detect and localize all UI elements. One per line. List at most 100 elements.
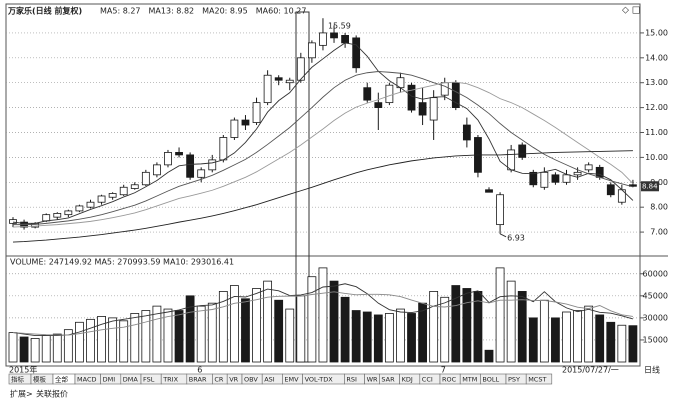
tab[interactable]: EMV: [284, 376, 299, 384]
tab[interactable]: ROC: [442, 376, 457, 384]
ma-line: [13, 71, 634, 226]
volume-bar: [119, 320, 129, 363]
volume-bar: [63, 329, 73, 363]
bottom-tab[interactable]: 扩展>: [10, 389, 33, 399]
candle-body: [518, 144, 527, 158]
tab[interactable]: MTM: [462, 376, 477, 384]
volume-bar: [396, 308, 405, 363]
icons[interactable]: ◇ □: [622, 6, 640, 16]
candle-body: [407, 84, 416, 111]
candle-body: [130, 184, 139, 189]
tab[interactable]: VR: [229, 376, 238, 384]
candle-body: [330, 32, 338, 39]
tab[interactable]: MCST: [528, 376, 546, 384]
y-tick-label: 15000: [643, 335, 668, 344]
volume-bar: [75, 321, 84, 363]
price-tag: [641, 181, 659, 192]
volume-bar: [362, 311, 372, 363]
candle-body: [429, 97, 438, 121]
y-tick-label: 13.00: [645, 78, 668, 87]
volume-bar: [606, 321, 616, 363]
tab[interactable]: KDJ: [402, 376, 413, 384]
ma-header: MA5: 8.27: [100, 7, 141, 16]
volume-bar: [407, 313, 416, 363]
tab[interactable]: SAR: [381, 376, 395, 384]
candle-body: [164, 152, 172, 166]
tab[interactable]: FSL: [143, 376, 155, 384]
tab[interactable]: 全部: [55, 375, 69, 384]
volume-bar: [108, 317, 118, 363]
y-tick-label: 14.00: [645, 53, 668, 62]
volume-bar: [207, 302, 217, 363]
tab-box[interactable]: [525, 373, 553, 385]
volume-bar: [584, 305, 594, 363]
volume-bar: [551, 317, 560, 363]
y-tick-label: 45000: [643, 291, 668, 300]
candle-body: [230, 119, 239, 138]
tab[interactable]: TRIX: [162, 376, 178, 384]
candle-body: [197, 169, 206, 178]
volume-title: VOLUME: 247149.92 MA5: 270993.59 MA10: 2…: [10, 258, 234, 267]
tab[interactable]: PSY: [508, 376, 520, 384]
tab[interactable]: CR: [214, 376, 224, 384]
candle-body: [573, 171, 582, 176]
tab[interactable]: DMI: [103, 376, 116, 384]
volume-bar: [218, 291, 228, 363]
ma-line: [12, 150, 633, 243]
volume-bar: [451, 285, 461, 363]
tab[interactable]: CCI: [422, 376, 433, 384]
candle-body: [241, 119, 250, 126]
candle-body: [462, 124, 471, 141]
y-tick-label: 60000: [643, 269, 668, 278]
tab[interactable]: WR: [367, 376, 378, 384]
volume-bar: [8, 332, 18, 363]
volume-bar: [562, 311, 571, 363]
price-tag-label: 8.84: [642, 182, 658, 190]
tab[interactable]: VOL-TDX: [305, 376, 334, 384]
tab[interactable]: BRAR: [189, 376, 207, 384]
volume-bar: [296, 295, 306, 363]
volume-bar: [617, 324, 627, 363]
tab[interactable]: OBV: [244, 376, 258, 384]
candle-body: [451, 82, 460, 109]
x-tick-label: 6: [197, 366, 202, 375]
candle-body: [440, 82, 449, 96]
tab[interactable]: 指标: [11, 375, 25, 384]
volume-bar: [595, 314, 605, 363]
candle-body: [141, 171, 150, 186]
y-tick-label: 11.00: [645, 128, 668, 137]
ma-header: MA13: 8.82: [149, 7, 195, 16]
low-annotation: 6.93: [507, 233, 525, 242]
low-pointer: [499, 233, 507, 238]
candle-body: [252, 102, 261, 123]
candle-body: [584, 164, 593, 171]
volume-bar: [340, 296, 350, 363]
candle-body: [153, 164, 161, 176]
volume-bar: [462, 288, 472, 363]
volume-bar: [196, 305, 206, 363]
tab[interactable]: 模板: [33, 375, 47, 384]
volume-bar: [373, 314, 383, 363]
volume-bar: [573, 310, 582, 363]
candle-body: [385, 84, 394, 104]
tab[interactable]: ASI: [264, 376, 275, 384]
bottom-tab[interactable]: 关联报价: [36, 389, 68, 399]
volume-bar: [473, 291, 483, 363]
candle-body: [551, 174, 560, 183]
volume-bar: [86, 318, 95, 363]
tab[interactable]: MACD: [77, 376, 96, 384]
ma-line: [12, 81, 634, 228]
candle-body: [263, 74, 272, 104]
candle-body: [9, 219, 17, 224]
volume-bar: [185, 295, 195, 363]
ma-header: MA60: 10.27: [256, 7, 307, 16]
y-tick-label: 7.00: [650, 228, 668, 237]
tab[interactable]: BOLL: [482, 376, 499, 384]
candle-body: [86, 201, 95, 208]
toolbar: 指标 模板 全部 MACD DMI DMA FSL TRIX BRAR CR VR OBV ASI EMV…: [8, 373, 553, 385]
date-label: 2015/07/27/一: [562, 366, 619, 375]
candle-body: [97, 195, 106, 203]
tab[interactable]: RSI: [346, 376, 357, 384]
tab[interactable]: DMA: [123, 376, 139, 384]
